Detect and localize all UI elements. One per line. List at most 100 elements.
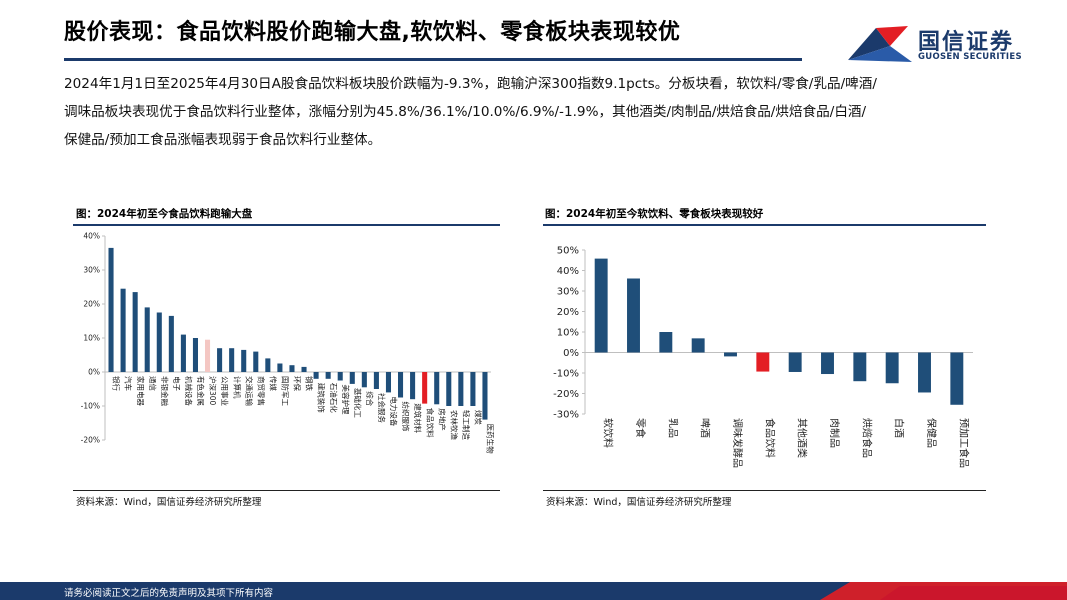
bar-公用事业 xyxy=(217,348,223,372)
bar-烘焙食品 xyxy=(853,352,867,382)
right-bar-chart: -30% -20% -10% 0% 10% 20% 30% 40% 50% 软饮料 零食 乳品 啤酒 调味… xyxy=(553,246,973,468)
left-bar-chart: -20% -10% 0% 10% 20% 30% 40% 银行 汽车 家用电器 通信 非银金融 电子 机械… xyxy=(81,232,496,454)
footer-bar xyxy=(0,582,1067,600)
y-tick-label: -10% xyxy=(81,402,100,411)
bar-石油石化 xyxy=(325,372,331,379)
x-category-label: 保健品 xyxy=(925,418,938,448)
bar-银行 xyxy=(108,247,114,372)
x-category-label: 食品饮料 xyxy=(763,418,776,458)
bar-煤炭 xyxy=(470,372,476,406)
x-category-label: 社会服务 xyxy=(377,393,387,423)
x-category-label: 综合 xyxy=(365,391,375,406)
right-chart-source: 资料来源：Wind，国信证券经济研究所整理 xyxy=(546,497,732,508)
x-category-label: 交通运输 xyxy=(244,376,254,406)
bar-电子 xyxy=(168,315,174,372)
page-title: 股价表现：食品饮料股价跑输大盘,软饮料、零食板块表现较优 xyxy=(64,20,681,45)
bar-农林牧渔 xyxy=(446,372,452,406)
bar-通信 xyxy=(144,307,150,372)
y-tick-label: 10% xyxy=(557,328,579,339)
x-category-label: 肉制品 xyxy=(828,418,841,448)
y-tick-label: 10% xyxy=(83,334,100,343)
x-category-label: 非银金融 xyxy=(160,376,170,406)
bar-医药生物 xyxy=(482,372,488,420)
x-category-label: 电力设备 xyxy=(389,396,399,426)
x-category-label: 农林牧渔 xyxy=(449,410,459,440)
bar-轻工制造 xyxy=(458,372,464,406)
y-tick-label: 0% xyxy=(563,348,579,359)
bar-汽车 xyxy=(120,288,126,372)
x-category-label: 建筑装饰 xyxy=(317,383,327,413)
bar-国防军工 xyxy=(277,363,283,372)
x-category-label: 房地产 xyxy=(437,408,447,431)
bar-建筑材料 xyxy=(410,372,416,400)
logo-text-cn: 国信证券 xyxy=(918,30,1015,55)
summary-paragraph: 2024年1月1日至2025年4月30日A股食品饮料板块股价跌幅为-9.3%，跑… xyxy=(64,70,1036,154)
bar-电力设备 xyxy=(385,372,392,393)
x-category-label: 环保 xyxy=(293,376,302,391)
left-chart-bottom-rule xyxy=(73,490,500,491)
x-category-label: 白酒 xyxy=(893,418,906,438)
x-category-label: 银行 xyxy=(112,376,122,391)
bar-肉制品 xyxy=(821,352,834,375)
bar-食品饮料 xyxy=(422,372,428,404)
x-category-label: 轻工制造 xyxy=(461,410,471,440)
x-category-label: 通信 xyxy=(148,376,158,391)
bar-非银金融 xyxy=(156,312,162,372)
bar-有色金属 xyxy=(192,338,199,372)
bar-沪深300 xyxy=(204,339,211,372)
bar-商贸零售 xyxy=(253,351,259,372)
x-category-label: 纺织服饰 xyxy=(401,402,411,432)
bar-环保 xyxy=(289,365,295,372)
x-category-label: 国防军工 xyxy=(281,376,291,406)
bar-软饮料 xyxy=(594,258,608,353)
y-tick-label: 40% xyxy=(557,266,579,277)
bar-基础化工 xyxy=(349,372,355,384)
bar-建筑装饰 xyxy=(313,372,319,379)
y-tick-label: 20% xyxy=(557,307,579,318)
y-tick-label: 40% xyxy=(83,232,100,241)
guosen-logo: 国信证券 GUOSEN SECURITIES xyxy=(846,22,1036,66)
bar-保健品 xyxy=(918,352,931,393)
x-category-label: 医药生物 xyxy=(486,424,496,454)
left-chart-title: 图：2024年初至今食品饮料跑输大盘 xyxy=(76,208,253,220)
y-tick-label: -20% xyxy=(553,389,579,400)
right-chart-bottom-rule xyxy=(543,490,986,491)
bar-预加工食品 xyxy=(950,352,964,405)
x-category-label: 钢铁 xyxy=(305,376,315,391)
bar-零食 xyxy=(627,278,640,353)
x-category-label: 基础化工 xyxy=(353,388,363,418)
bar-综合 xyxy=(361,372,367,388)
bar-社会服务 xyxy=(373,372,379,389)
summary-line-3: 保健品/预加工食品涨幅表现弱于食品饮料行业整体。 xyxy=(64,132,382,148)
x-category-label: 煤炭 xyxy=(474,410,484,425)
bar-调味发酵品 xyxy=(724,352,737,357)
x-category-label: 计算机 xyxy=(232,376,242,399)
bar-乳品 xyxy=(659,332,673,353)
x-category-label: 有色金属 xyxy=(196,376,206,406)
x-category-label: 机械设备 xyxy=(184,376,194,406)
x-category-label: 烘焙食品 xyxy=(860,418,873,458)
y-tick-label: 0% xyxy=(88,368,100,377)
y-tick-label: 30% xyxy=(557,287,579,298)
x-category-label: 传媒 xyxy=(268,376,278,391)
title-underline xyxy=(64,58,802,61)
x-category-label: 商贸零售 xyxy=(256,376,266,406)
bar-纺织服饰 xyxy=(397,372,404,398)
x-category-label: 汽车 xyxy=(124,376,134,391)
bar-美容护理 xyxy=(337,372,343,381)
x-category-label: 预加工食品 xyxy=(957,418,970,468)
x-category-label: 啤酒 xyxy=(699,418,711,438)
x-category-label: 乳品 xyxy=(666,418,679,438)
left-chart-top-rule xyxy=(73,224,500,226)
logo-text-en: GUOSEN SECURITIES xyxy=(918,52,1022,62)
bar-交通运输 xyxy=(241,349,247,372)
x-category-label: 电子 xyxy=(172,376,182,391)
y-tick-label: -10% xyxy=(553,369,579,380)
y-tick-label: -20% xyxy=(81,436,100,445)
x-category-label: 调味发酵品 xyxy=(731,418,744,468)
bar-白酒 xyxy=(885,352,899,384)
right-chart-top-rule xyxy=(543,224,986,226)
bar-房地产 xyxy=(434,372,440,405)
left-chart-source: 资料来源：Wind，国信证券经济研究所整理 xyxy=(76,497,262,508)
footer-disclaimer: 请务必阅读正文之后的免责声明及其项下所有内容 xyxy=(64,588,274,599)
